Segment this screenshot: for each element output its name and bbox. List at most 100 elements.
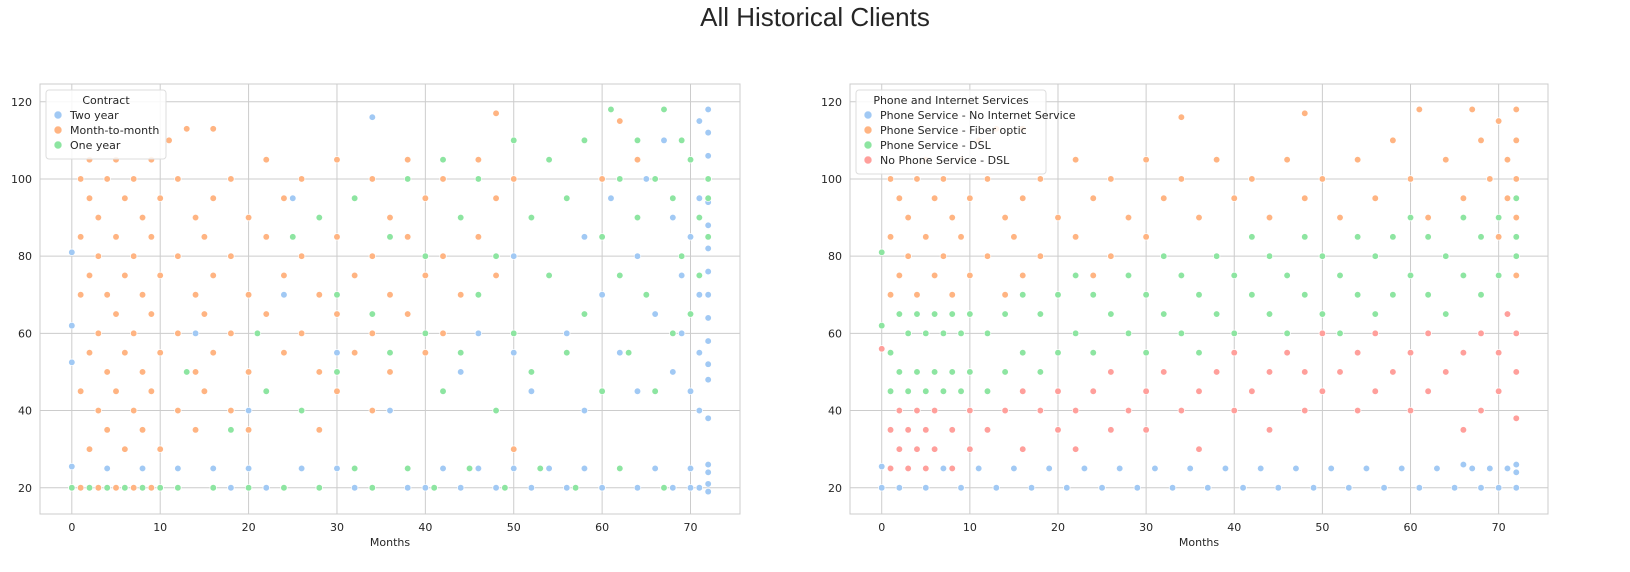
- left-scatter-point: [209, 464, 217, 473]
- right-scatter-point: [1177, 406, 1186, 415]
- left-scatter-point: [85, 271, 94, 280]
- right-legend-title: Phone and Internet Services: [873, 94, 1029, 107]
- left-scatter-point: [651, 464, 659, 473]
- right-scatter-point: [1336, 329, 1344, 338]
- left-scatter-point: [85, 484, 94, 492]
- right-scatter-point: [1512, 414, 1520, 422]
- right-scatter-point: [1177, 113, 1186, 121]
- left-scatter-point: [457, 349, 465, 357]
- right-ytick-label: 120: [821, 96, 842, 109]
- right-scatter-point: [1142, 426, 1150, 434]
- right-scatter-point: [1494, 233, 1503, 241]
- right-scatter-point: [1124, 406, 1133, 415]
- right-ytick-label: 40: [828, 405, 842, 418]
- right-scatter-point: [878, 484, 886, 492]
- left-scatter-point: [474, 156, 483, 164]
- right-scatter-point: [1019, 194, 1027, 202]
- left-scatter-point: [121, 194, 129, 202]
- left-scatter-point: [200, 233, 209, 241]
- left-scatter-point: [695, 271, 703, 280]
- left-scatter-point: [147, 233, 156, 241]
- left-scatter-point: [350, 349, 359, 357]
- right-scatter-point: [1124, 213, 1133, 222]
- right-scatter-point: [1107, 426, 1115, 434]
- left-scatter-point: [704, 175, 712, 183]
- left-scatter-point: [253, 329, 262, 338]
- left-scatter-point: [262, 484, 270, 492]
- right-scatter-point: [957, 329, 965, 338]
- left-scatter-point: [94, 484, 102, 492]
- left-scatter-point: [156, 271, 164, 280]
- left-scatter-point: [386, 406, 394, 415]
- right-scatter-point: [948, 426, 956, 434]
- right-scatter-point: [939, 175, 948, 183]
- right-scatter-point: [904, 426, 912, 434]
- left-scatter-point: [368, 113, 376, 121]
- left-scatter-point: [457, 484, 465, 492]
- left-scatter-point: [695, 484, 703, 492]
- right-scatter-point: [930, 194, 939, 202]
- right-scatter-point: [922, 233, 930, 241]
- left-scatter-point: [368, 406, 376, 415]
- right-ytick-label: 80: [828, 250, 842, 263]
- left-scatter-point: [200, 387, 209, 395]
- right-scatter-point: [922, 484, 930, 492]
- left-scatter-point: [404, 175, 412, 183]
- right-scatter-point: [1371, 310, 1379, 318]
- right-scatter-point: [1301, 368, 1309, 376]
- left-scatter-point: [112, 310, 120, 318]
- right-scatter-point: [1512, 136, 1520, 145]
- left-scatter-point: [492, 109, 500, 117]
- right-scatter-point: [1265, 368, 1274, 376]
- left-scatter-point: [103, 464, 111, 473]
- right-scatter-point: [1353, 156, 1362, 164]
- left-scatter-point: [368, 310, 376, 318]
- left-scatter-point: [289, 233, 297, 241]
- left-scatter-point: [704, 194, 712, 202]
- right-scatter-point: [939, 329, 948, 338]
- left-scatter-point: [633, 387, 642, 395]
- left-xtick-label: 10: [153, 521, 167, 534]
- left-scatter-point: [280, 349, 288, 357]
- right-scatter-point: [1142, 387, 1150, 395]
- right-scatter-point: [1071, 156, 1080, 164]
- left-series-2: [68, 105, 712, 492]
- right-scatter-point: [1477, 329, 1485, 338]
- right-scatter-point: [1001, 213, 1009, 222]
- right-scatter-point: [1248, 175, 1256, 183]
- left-scatter-point: [633, 213, 642, 222]
- right-scatter-point: [886, 233, 895, 241]
- left-scatter-point: [200, 310, 209, 318]
- right-scatter-point: [1257, 464, 1265, 473]
- right-scatter-point: [886, 387, 895, 395]
- right-scatter-point: [1459, 426, 1468, 434]
- right-scatter-point: [1019, 291, 1027, 299]
- right-scatter-point: [1512, 194, 1520, 202]
- left-scatter-point: [156, 194, 164, 202]
- right-scatter-point: [1186, 464, 1194, 473]
- left-scatter-point: [580, 406, 589, 415]
- left-scatter-point: [686, 156, 695, 164]
- right-scatter-point: [1336, 213, 1344, 222]
- right-scatter-point: [1107, 252, 1115, 260]
- right-scatter-point: [1371, 252, 1379, 260]
- left-scatter-point: [77, 387, 85, 395]
- left-scatter-point: [678, 271, 686, 280]
- left-x-axis-label: Months: [370, 536, 410, 549]
- left-scatter-point: [704, 267, 712, 276]
- left-scatter-point: [333, 233, 341, 241]
- right-scatter-point: [1468, 464, 1476, 473]
- right-scatter-point: [878, 248, 886, 256]
- left-scatter-point: [94, 213, 102, 222]
- left-scatter-point: [678, 252, 686, 260]
- left-scatter-point: [297, 252, 306, 260]
- right-scatter-point: [878, 345, 886, 353]
- left-scatter-point: [386, 213, 394, 222]
- right-scatter-point: [878, 321, 886, 330]
- right-x-axis-label: Months: [1179, 536, 1219, 549]
- right-xtick-label: 20: [1051, 521, 1065, 534]
- right-scatter-point: [948, 464, 956, 473]
- right-scatter-point: [1160, 194, 1168, 202]
- right-scatter-point: [886, 464, 895, 473]
- left-scatter-point: [510, 349, 518, 357]
